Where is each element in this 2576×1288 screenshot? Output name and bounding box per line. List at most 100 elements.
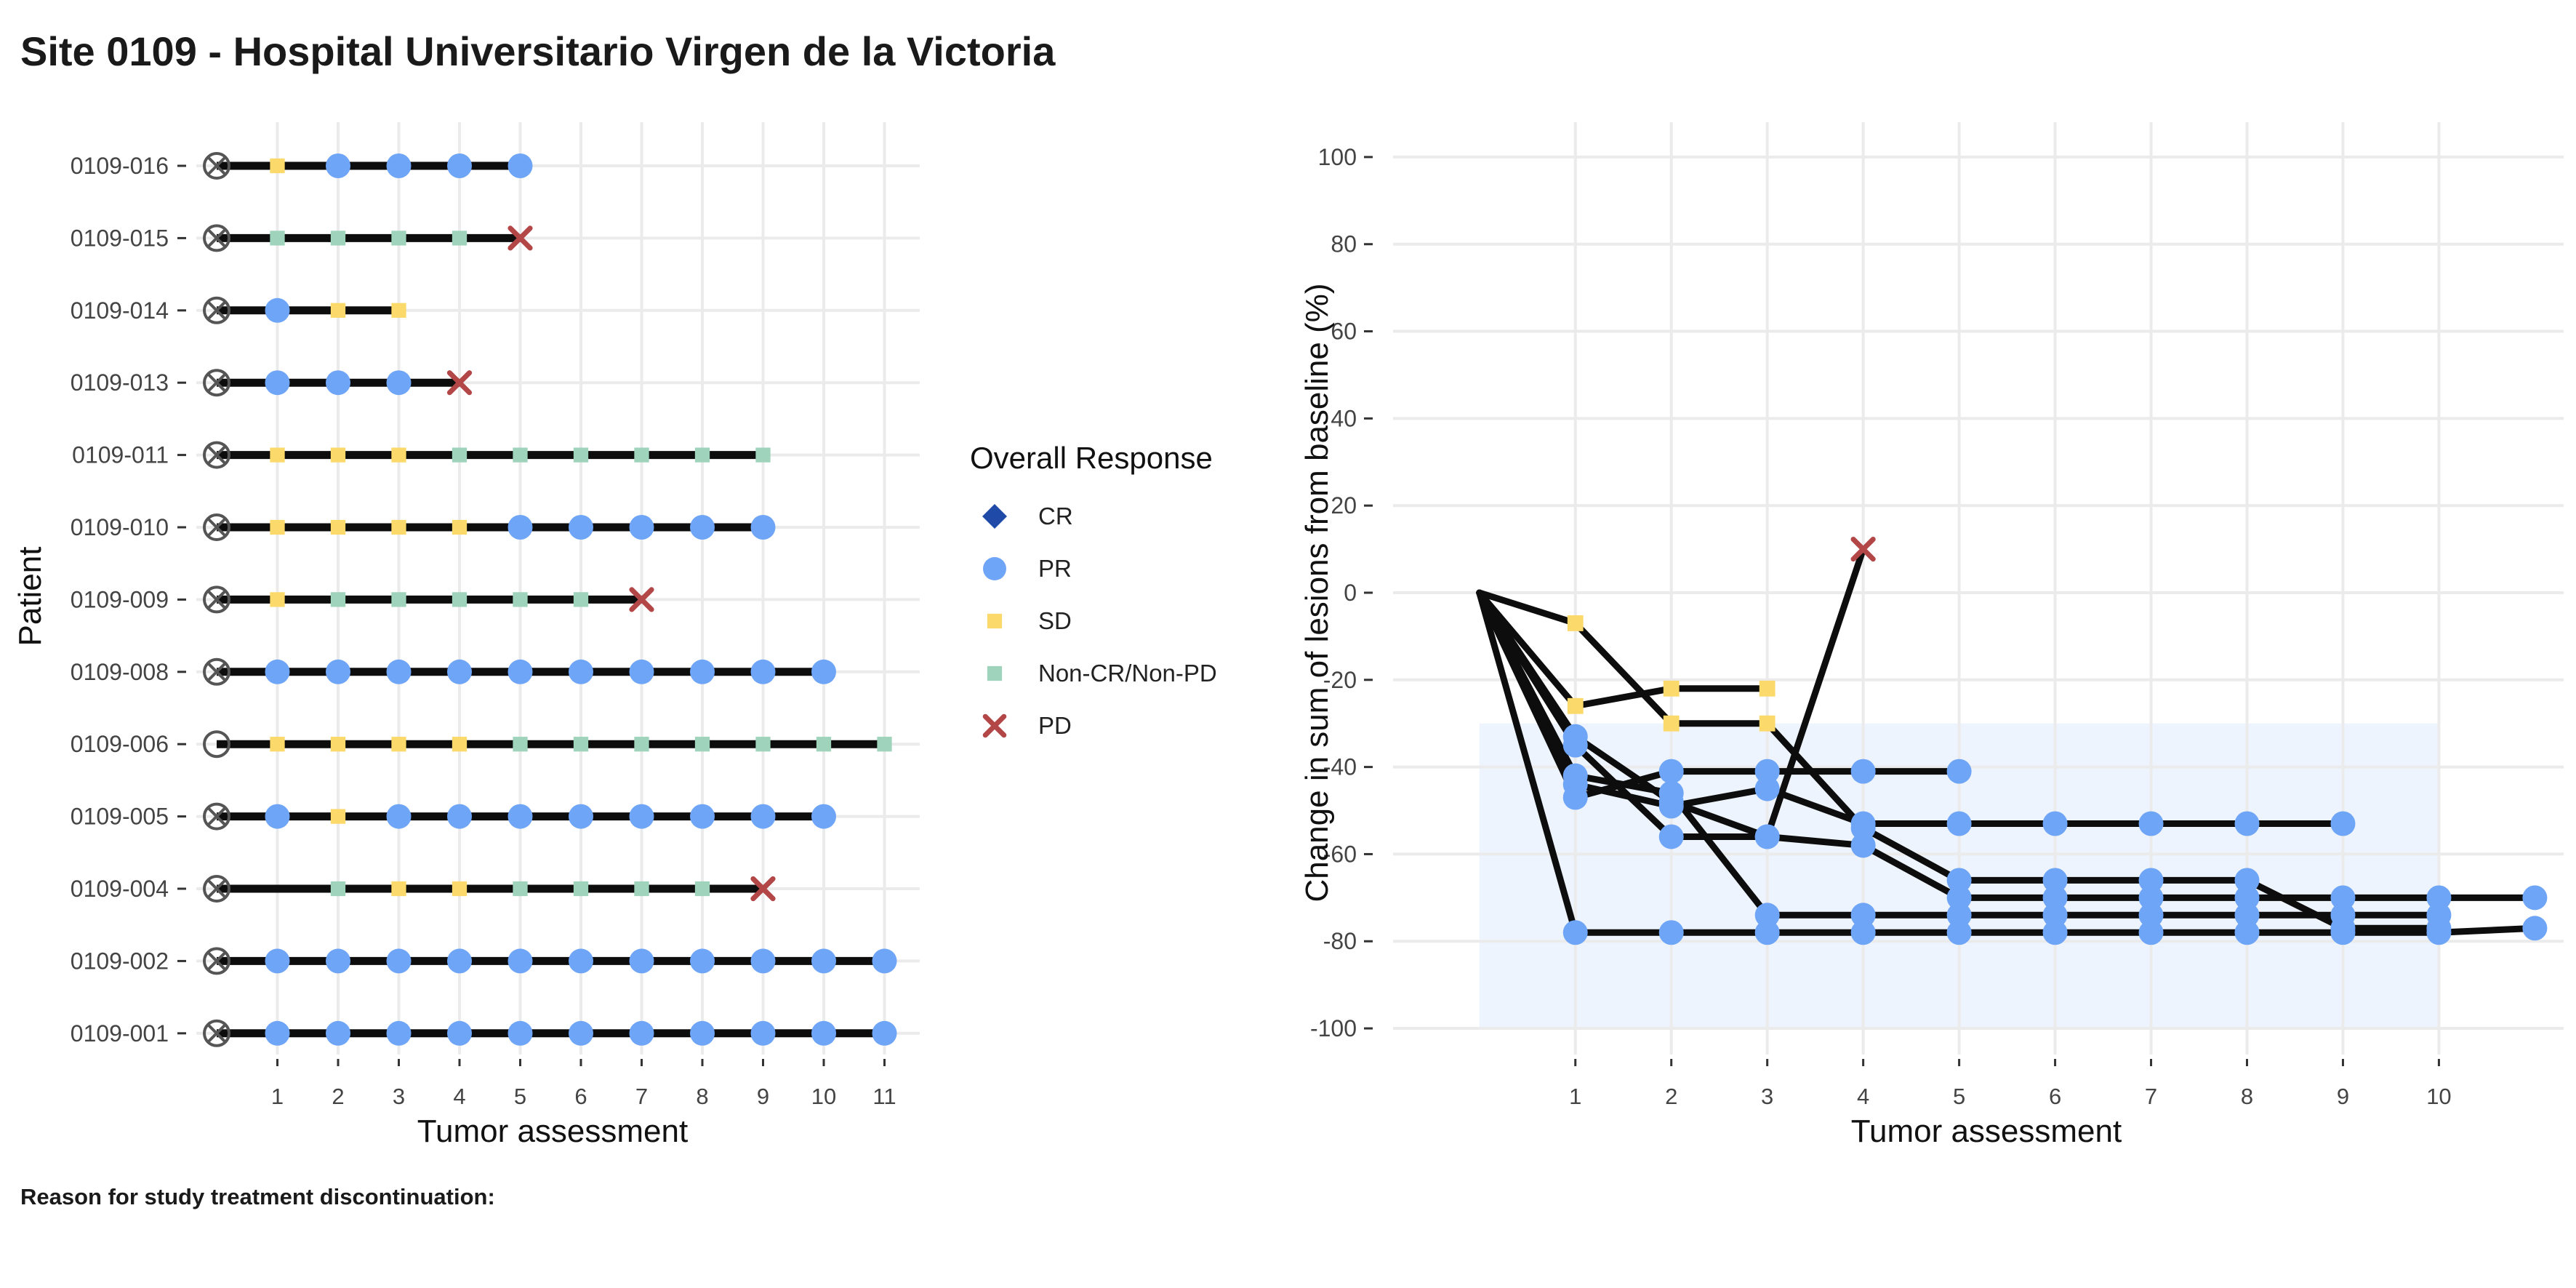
- response-marker-pr: [750, 948, 776, 974]
- data-point-pr: [2138, 920, 2164, 945]
- data-point-pr: [1946, 885, 1972, 911]
- response-marker-non-cr-non-pd: [330, 592, 346, 607]
- x-tick-label: 11: [872, 1084, 896, 1109]
- y-tick-label: 80: [1331, 231, 1357, 257]
- series-line: [1476, 589, 2346, 827]
- baseline-cross: [206, 227, 228, 249]
- response-marker-pr: [386, 948, 412, 974]
- response-marker-pr: [750, 515, 776, 540]
- response-marker-sd: [452, 519, 468, 535]
- data-point-pr: [2138, 811, 2164, 836]
- data-point-pr: [2330, 916, 2356, 941]
- response-marker-pr: [386, 1020, 412, 1046]
- data-point-pr: [2234, 885, 2260, 911]
- response-marker-pr: [386, 804, 412, 829]
- response-marker-non-cr-non-pd: [452, 447, 468, 463]
- response-marker-pr: [507, 1020, 533, 1046]
- data-point-pr: [1562, 920, 1588, 945]
- response-marker-sd: [452, 737, 468, 752]
- discontinuation-footnote: Reason for study treatment discontinuati…: [20, 1184, 495, 1209]
- response-marker-non-cr-non-pd: [391, 231, 406, 246]
- x-tick-label: 2: [1665, 1084, 1677, 1109]
- baseline-cross: [206, 1023, 228, 1044]
- x-tick-label: 1: [271, 1084, 284, 1109]
- y-axis-title: Change in sum of lesions from baseline (…: [1299, 283, 1335, 902]
- baseline-cross: [206, 155, 228, 177]
- data-point-pr: [2042, 811, 2068, 836]
- data-point-sd: [1759, 680, 1775, 697]
- response-marker-sd: [391, 303, 406, 318]
- data-point-pr: [1850, 833, 1876, 858]
- response-marker-pd: [629, 587, 654, 612]
- baseline-circle: [203, 1019, 230, 1047]
- baseline-circle: [203, 152, 230, 180]
- legend-label: PD: [1038, 712, 1072, 739]
- x-tick-label: 3: [1761, 1084, 1773, 1109]
- response-marker-pr: [569, 948, 593, 974]
- y-tick-label: 0109-010: [71, 514, 169, 540]
- x-tick-label: 9: [757, 1084, 769, 1109]
- data-point-pr: [1946, 759, 1972, 784]
- data-point-pd: [1850, 536, 1876, 562]
- baseline-cross: [206, 300, 228, 321]
- legend-key-pr: [983, 557, 1006, 580]
- data-point-pr: [2522, 885, 2548, 911]
- response-marker-sd: [330, 519, 346, 535]
- data-point-pr: [1754, 824, 1780, 849]
- response-marker-pr: [750, 1020, 776, 1046]
- response-marker-non-cr-non-pd: [634, 881, 649, 897]
- data-point-pr: [1946, 903, 1972, 928]
- response-marker-non-cr-non-pd: [513, 881, 528, 897]
- data-point-pr: [1754, 776, 1780, 801]
- x-tick-label: 7: [2145, 1084, 2157, 1109]
- data-point-pr: [1946, 811, 1972, 836]
- response-marker-pr: [447, 153, 472, 178]
- y-tick-label: 100: [1318, 144, 1357, 170]
- x-tick-label: 9: [2337, 1084, 2349, 1109]
- x-tick-label: 8: [2241, 1084, 2253, 1109]
- response-marker-pr: [507, 804, 533, 829]
- response-marker-sd: [270, 158, 285, 174]
- x-axis-title: Tumor assessment: [1851, 1113, 2122, 1149]
- response-marker-sd: [452, 881, 468, 897]
- response-marker-non-cr-non-pd: [513, 592, 528, 607]
- response-marker-pr: [872, 1020, 897, 1046]
- waterfall-line-plot: 100 80 60 40 20 0 -20 -40 -60 -80 -100 1 2 3 4 5 6 7 8 9 10 T…: [1299, 122, 2564, 1149]
- response-marker-non-cr-non-pd: [755, 737, 771, 752]
- x-tick-label: 4: [453, 1084, 465, 1109]
- y-tick-label: -20: [1323, 667, 1357, 693]
- response-marker-pr: [811, 804, 836, 829]
- response-marker-non-cr-non-pd: [573, 447, 589, 463]
- response-marker-non-cr-non-pd: [391, 592, 406, 607]
- data-point-pr: [2426, 885, 2452, 911]
- x-tick-label: 6: [2049, 1084, 2061, 1109]
- baseline-circle: [203, 513, 230, 541]
- data-point-pr: [2138, 868, 2164, 893]
- data-point-pr: [2426, 916, 2452, 941]
- response-marker-non-cr-non-pd: [755, 447, 771, 463]
- response-marker-sd: [330, 447, 346, 463]
- response-marker-pr: [386, 659, 412, 684]
- y-tick-label: -60: [1323, 841, 1357, 867]
- response-marker-sd: [270, 737, 285, 752]
- baseline-circle: [203, 585, 230, 614]
- response-marker-pr: [811, 948, 836, 974]
- series-line: [1476, 589, 2538, 936]
- response-marker-pr: [447, 1020, 472, 1046]
- y-tick-label: -80: [1323, 928, 1357, 954]
- response-marker-non-cr-non-pd: [573, 737, 589, 752]
- response-marker-pr: [569, 659, 593, 684]
- response-marker-pr: [507, 948, 533, 974]
- data-point-pr: [2042, 868, 2068, 893]
- baseline-cross: [206, 661, 228, 683]
- response-marker-pr: [750, 804, 776, 829]
- response-marker-sd: [270, 519, 285, 535]
- legend-key-pd: [982, 713, 1007, 738]
- y-tick-label: 0109-013: [71, 369, 169, 396]
- response-marker-non-cr-non-pd: [877, 737, 892, 752]
- response-marker-pr: [690, 1020, 715, 1046]
- y-tick-label: 40: [1331, 405, 1357, 431]
- response-marker-pr: [507, 659, 533, 684]
- page-title: Site 0109 - Hospital Universitario Virge…: [20, 28, 1056, 74]
- legend-label: PR: [1038, 555, 1072, 582]
